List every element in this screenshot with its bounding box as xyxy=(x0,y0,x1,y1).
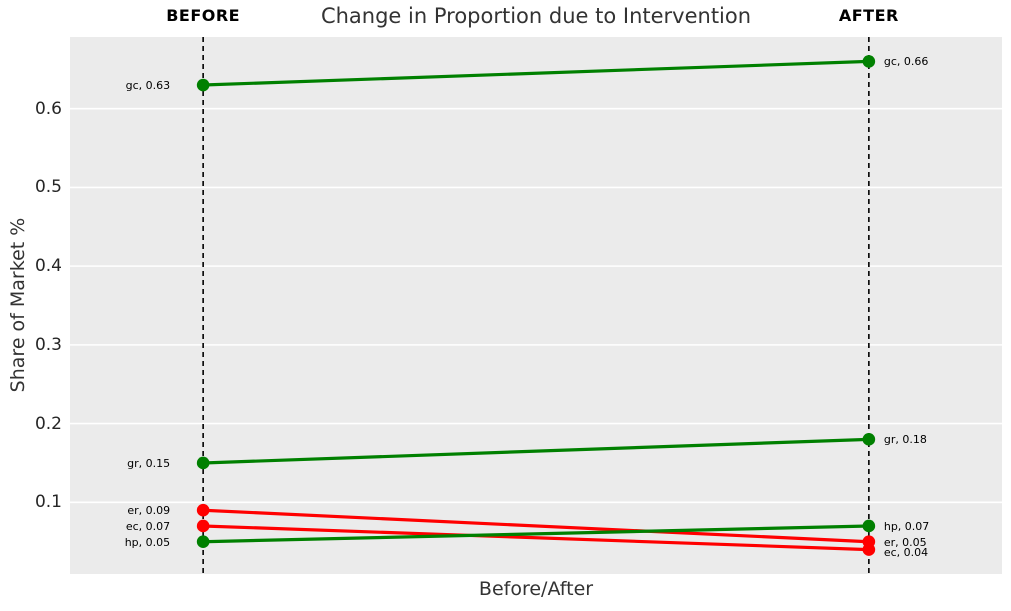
plot-background xyxy=(70,37,1002,574)
point-ec-before xyxy=(196,519,210,533)
point-label-hp-right: hp, 0.07 xyxy=(883,519,930,533)
point-label-gc-right: gc, 0.66 xyxy=(883,55,929,69)
series-line-er xyxy=(203,508,869,544)
point-label-gr-right: gr, 0.18 xyxy=(883,433,927,447)
series-line-hp xyxy=(203,524,869,544)
chart-title: Change in Proportion due to Intervention xyxy=(320,4,752,28)
column-header-after: AFTER xyxy=(838,6,899,25)
y-tick-label: 0.1 xyxy=(34,492,62,513)
y-tick-label: 0.5 xyxy=(34,177,62,198)
column-header-before: BEFORE xyxy=(166,6,241,25)
point-er-before xyxy=(196,503,210,517)
y-axis-label: Share of Market % xyxy=(7,217,29,393)
y-tick-label: 0.6 xyxy=(34,98,62,119)
x-axis-label: Before/After xyxy=(478,578,594,600)
point-label-ec-right: ec, 0.04 xyxy=(883,545,929,559)
point-gc-after xyxy=(862,55,876,68)
point-label-gc-left: gc, 0.63 xyxy=(125,79,171,93)
point-label-gr-left: gr, 0.15 xyxy=(127,456,171,470)
point-hp-after xyxy=(862,519,876,533)
point-label-er-right: er, 0.05 xyxy=(883,535,927,549)
point-label-ec-left: ec, 0.07 xyxy=(125,519,171,533)
point-hp-before xyxy=(196,535,210,549)
series-line-ec xyxy=(203,524,869,552)
y-tick-label: 0.2 xyxy=(34,413,62,434)
point-ec-after xyxy=(862,543,876,556)
point-label-hp-left: hp, 0.05 xyxy=(124,535,171,549)
point-gc-before xyxy=(196,78,210,92)
point-gr-before xyxy=(196,456,210,470)
y-tick-label: 0.4 xyxy=(34,256,62,277)
y-tick-label: 0.3 xyxy=(34,334,62,355)
series-line-gr xyxy=(203,437,869,465)
series-line-gc xyxy=(203,59,869,87)
point-gr-after xyxy=(862,433,876,446)
point-label-er-left: er, 0.09 xyxy=(127,504,171,518)
